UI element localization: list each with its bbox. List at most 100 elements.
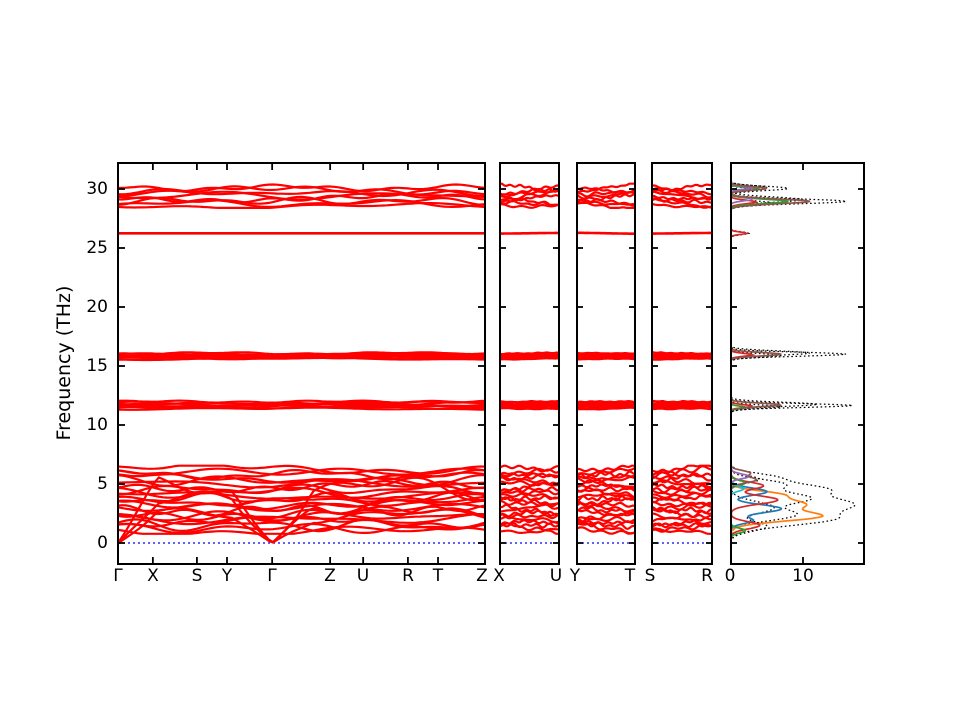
panel-frame (576, 162, 636, 565)
pdos-teal-curve (732, 481, 746, 497)
k-point-label: Y (221, 566, 233, 586)
band-panel-YT (578, 182, 634, 544)
y-tick-label: 5 (97, 474, 108, 494)
top-29-30-band-line (501, 182, 558, 193)
y-tick-label: 0 (97, 533, 108, 553)
k-point-label: T (432, 566, 444, 586)
mid-11-12-band-line (578, 400, 634, 404)
band-panel-XU (501, 182, 558, 544)
k-point-label: R (701, 566, 713, 586)
low-optical-band-line (119, 478, 484, 489)
y-tick-label: 20 (86, 297, 108, 317)
k-point-label: R (402, 566, 414, 586)
low-optical-band-line (501, 473, 558, 482)
mid-11-12-band-line (653, 399, 711, 404)
low-optical-band-line (501, 494, 558, 502)
pdos-orange-curve (732, 481, 825, 534)
low-optical-band-line (653, 527, 711, 535)
top-29-30-band-line (653, 197, 711, 205)
low-optical-band-line (578, 464, 634, 473)
top-29-30-band-line (578, 186, 634, 195)
low-optical-band-line (578, 495, 634, 502)
top-29-30-band-line (501, 194, 558, 203)
low-optical-band-line (119, 469, 484, 481)
mid-11-12-band-line (653, 400, 711, 405)
mid-16-band-line (119, 351, 484, 356)
y-tick-label: 25 (86, 238, 108, 258)
k-point-label: X (493, 566, 505, 586)
low-optical-band-line (653, 464, 711, 476)
k-point-label: U (549, 566, 563, 586)
panel-frame (730, 162, 865, 565)
y-tick-label: 15 (86, 356, 108, 376)
low-optical-band-line (653, 524, 711, 533)
y-tick-label: 10 (86, 415, 108, 435)
low-optical-band-line (578, 508, 634, 517)
k-point-label: T (624, 566, 636, 586)
top-29-30-band-line (653, 183, 711, 194)
low-optical-band-line (119, 505, 484, 521)
low-optical-band-line (501, 513, 558, 520)
band-panel-SR (653, 183, 711, 544)
flat-26-band-line (501, 231, 558, 235)
total-dos-1-curve (732, 181, 856, 542)
low-optical-band-line (501, 519, 558, 526)
flat-26-band-line (653, 231, 711, 235)
top-29-30-band-line (578, 182, 634, 193)
low-optical-band-line (578, 467, 634, 476)
band-panel-main (119, 183, 484, 544)
top-29-30-band-line (653, 190, 711, 200)
top-29-30-band-line (119, 183, 484, 193)
flat-26-band-line (578, 231, 634, 236)
k-point-label: Y (569, 566, 581, 586)
dos-x-tick-label: 10 (792, 566, 814, 586)
k-point-label: X (147, 566, 159, 586)
top-29-30-band-line (501, 194, 558, 207)
low-optical-band-line (119, 491, 484, 500)
low-optical-band-line (501, 464, 558, 474)
top-29-30-band-line (578, 200, 634, 207)
dos-x-tick-label: 0 (724, 566, 736, 586)
low-optical-band-line (501, 496, 558, 508)
low-optical-band-line (119, 464, 484, 475)
k-point-label: Z (324, 566, 336, 586)
mid-16-band-line (578, 351, 634, 355)
top-29-30-band-line (501, 184, 558, 196)
low-optical-band-line (578, 488, 634, 499)
low-optical-band-line (119, 510, 484, 523)
k-point-label: Γ (267, 566, 277, 586)
low-optical-band-line (501, 471, 558, 478)
pdos-blue-curve (732, 480, 783, 530)
low-optical-band-line (501, 509, 558, 518)
low-optical-band-line (501, 527, 558, 534)
panel-frame (499, 162, 560, 565)
top-29-30-band-line (501, 203, 558, 209)
pdos-red-curve (732, 195, 779, 538)
low-optical-band-line (578, 521, 634, 530)
panel-frame (117, 162, 486, 565)
top-29-30-band-line (119, 195, 484, 206)
top-29-30-band-line (501, 189, 558, 197)
mid-11-12-band-line (501, 399, 558, 404)
low-optical-band-line (653, 485, 711, 494)
mid-11-12-band-line (119, 405, 484, 410)
top-29-30-band-line (578, 188, 634, 198)
mid-16-band-line (653, 351, 711, 356)
panel-frame (651, 162, 713, 565)
low-optical-band-line (119, 512, 484, 526)
low-optical-band-line (501, 489, 558, 497)
low-optical-band-line (578, 483, 634, 492)
low-optical-band-line (578, 501, 634, 513)
k-point-label: S (644, 566, 656, 586)
low-optical-band-line (653, 474, 711, 486)
k-point-label: U (356, 566, 370, 586)
k-point-label: Z (476, 566, 488, 586)
k-point-label: Γ (113, 566, 123, 586)
low-optical-band-line (501, 503, 558, 517)
low-optical-band-line (119, 491, 484, 503)
low-optical-band-line (653, 516, 711, 527)
total-dos-3-curve (732, 185, 782, 541)
low-optical-band-line (501, 492, 558, 500)
